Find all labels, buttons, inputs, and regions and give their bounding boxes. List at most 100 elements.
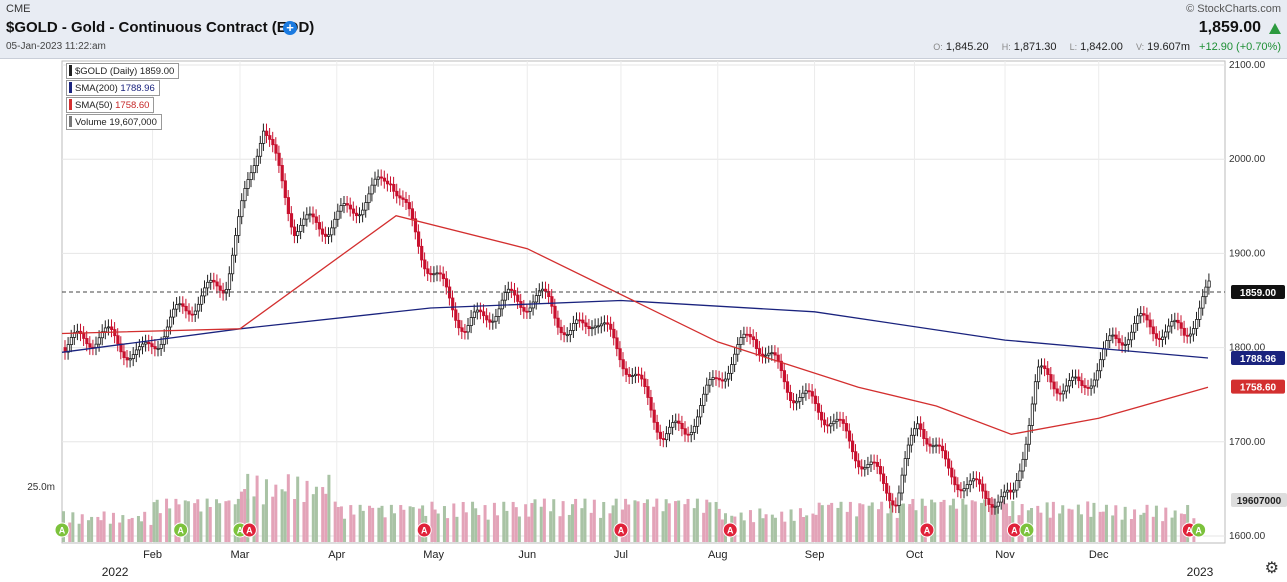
- price-candle: [1201, 296, 1205, 309]
- volume-bar: [645, 499, 649, 542]
- price-candle: [420, 245, 424, 261]
- price-candle: [1133, 322, 1137, 333]
- price-candle: [1037, 366, 1041, 383]
- price-candle: [993, 505, 997, 508]
- volume-bar: [886, 513, 890, 542]
- price-candle: [820, 411, 824, 421]
- price-candle: [640, 374, 644, 380]
- price-candle: [392, 184, 396, 192]
- price-candle: [103, 327, 108, 333]
- price-candle: [339, 205, 343, 212]
- volume-bar: [77, 523, 81, 542]
- volume-bar: [739, 512, 743, 542]
- volume-bar: [570, 504, 574, 542]
- price-candle: [1052, 381, 1056, 390]
- price-candle: [798, 397, 802, 402]
- volume-bar: [380, 505, 384, 542]
- price-candle: [804, 390, 808, 394]
- volume-bar: [274, 484, 278, 542]
- price-candle: [1170, 321, 1174, 327]
- price-candle: [609, 323, 613, 330]
- price-candle: [1164, 331, 1168, 338]
- price-candle: [299, 224, 303, 232]
- price-candle: [224, 289, 228, 294]
- price-candle: [860, 466, 864, 470]
- volume-bar: [377, 507, 381, 542]
- price-candle: [940, 445, 945, 452]
- volume-bar: [811, 513, 815, 542]
- volume-bar: [1076, 504, 1080, 542]
- volume-bar: [352, 514, 356, 542]
- price-candle: [665, 433, 669, 441]
- price-candle: [562, 332, 566, 336]
- volume-bar: [233, 504, 237, 542]
- price-candle: [556, 317, 560, 328]
- price-candle: [795, 400, 799, 404]
- price-candle: [627, 374, 632, 377]
- price-candle: [485, 315, 489, 321]
- price-candle: [234, 235, 238, 256]
- volume-bar: [948, 505, 952, 542]
- low-value: 1,842.00: [1080, 41, 1123, 53]
- volume-bar: [383, 517, 387, 542]
- price-candle: [1077, 376, 1081, 382]
- volume-bar: [165, 498, 169, 542]
- volume-bar: [880, 501, 884, 542]
- price-candle: [829, 423, 833, 427]
- price-candle: [773, 352, 777, 356]
- volume-bar: [1036, 505, 1040, 542]
- volume-bar: [324, 493, 328, 542]
- price-candle: [137, 346, 142, 351]
- volume-bar: [1111, 515, 1115, 542]
- volume-bar: [433, 509, 437, 542]
- price-candle: [76, 330, 80, 333]
- volume-bar: [143, 511, 147, 542]
- x-year-label: 2023: [1187, 565, 1214, 579]
- price-candle: [175, 304, 179, 310]
- volume-bar: [1045, 502, 1049, 542]
- price-candle: [785, 381, 790, 393]
- price-candle: [851, 440, 855, 453]
- price-candle: [153, 346, 157, 350]
- volume-bar: [683, 504, 687, 542]
- event-badge-label: A: [246, 526, 253, 536]
- x-tick-label: Oct: [906, 549, 923, 561]
- high-label: H:: [1001, 42, 1011, 52]
- price-candle: [1130, 331, 1134, 341]
- price-candle: [767, 352, 771, 356]
- volume-bar: [773, 517, 777, 542]
- price-candle: [382, 177, 387, 182]
- volume-bar: [961, 498, 965, 542]
- price-candle: [1198, 307, 1202, 320]
- volume-bar: [1070, 509, 1074, 542]
- price-candle: [987, 498, 991, 505]
- price-candle: [723, 378, 728, 382]
- event-badge-label: A: [177, 526, 184, 536]
- price-candle: [764, 354, 768, 357]
- volume-bar: [68, 522, 72, 542]
- volume-bar: [102, 511, 106, 542]
- plus-icon[interactable]: +: [283, 21, 297, 35]
- volume-bar: [1039, 512, 1043, 542]
- price-candle: [305, 214, 309, 220]
- price-candle: [100, 331, 104, 339]
- price-chart[interactable]: 1600.00 1700.00 1800.00 1900.00 2000.00 2100.…: [0, 59, 1287, 582]
- up-arrow-icon: [1269, 23, 1281, 34]
- price-candle: [634, 373, 638, 377]
- volume-bar: [820, 505, 824, 542]
- price-candle: [122, 351, 126, 358]
- price-candle: [1064, 385, 1069, 392]
- copyright-label: © StockCharts.com: [1186, 3, 1281, 15]
- volume-bar: [533, 499, 537, 542]
- price-candle: [572, 323, 576, 331]
- price-candle: [1009, 489, 1013, 493]
- price-candle: [1123, 343, 1127, 346]
- price-candle: [916, 423, 920, 430]
- price-candle: [336, 210, 340, 220]
- volume-bar: [983, 499, 987, 542]
- gear-icon[interactable]: ⚙: [1264, 560, 1279, 577]
- price-candle: [1071, 376, 1075, 382]
- volume-bar: [655, 498, 659, 542]
- price-candle: [376, 176, 380, 180]
- price-candle: [165, 326, 170, 338]
